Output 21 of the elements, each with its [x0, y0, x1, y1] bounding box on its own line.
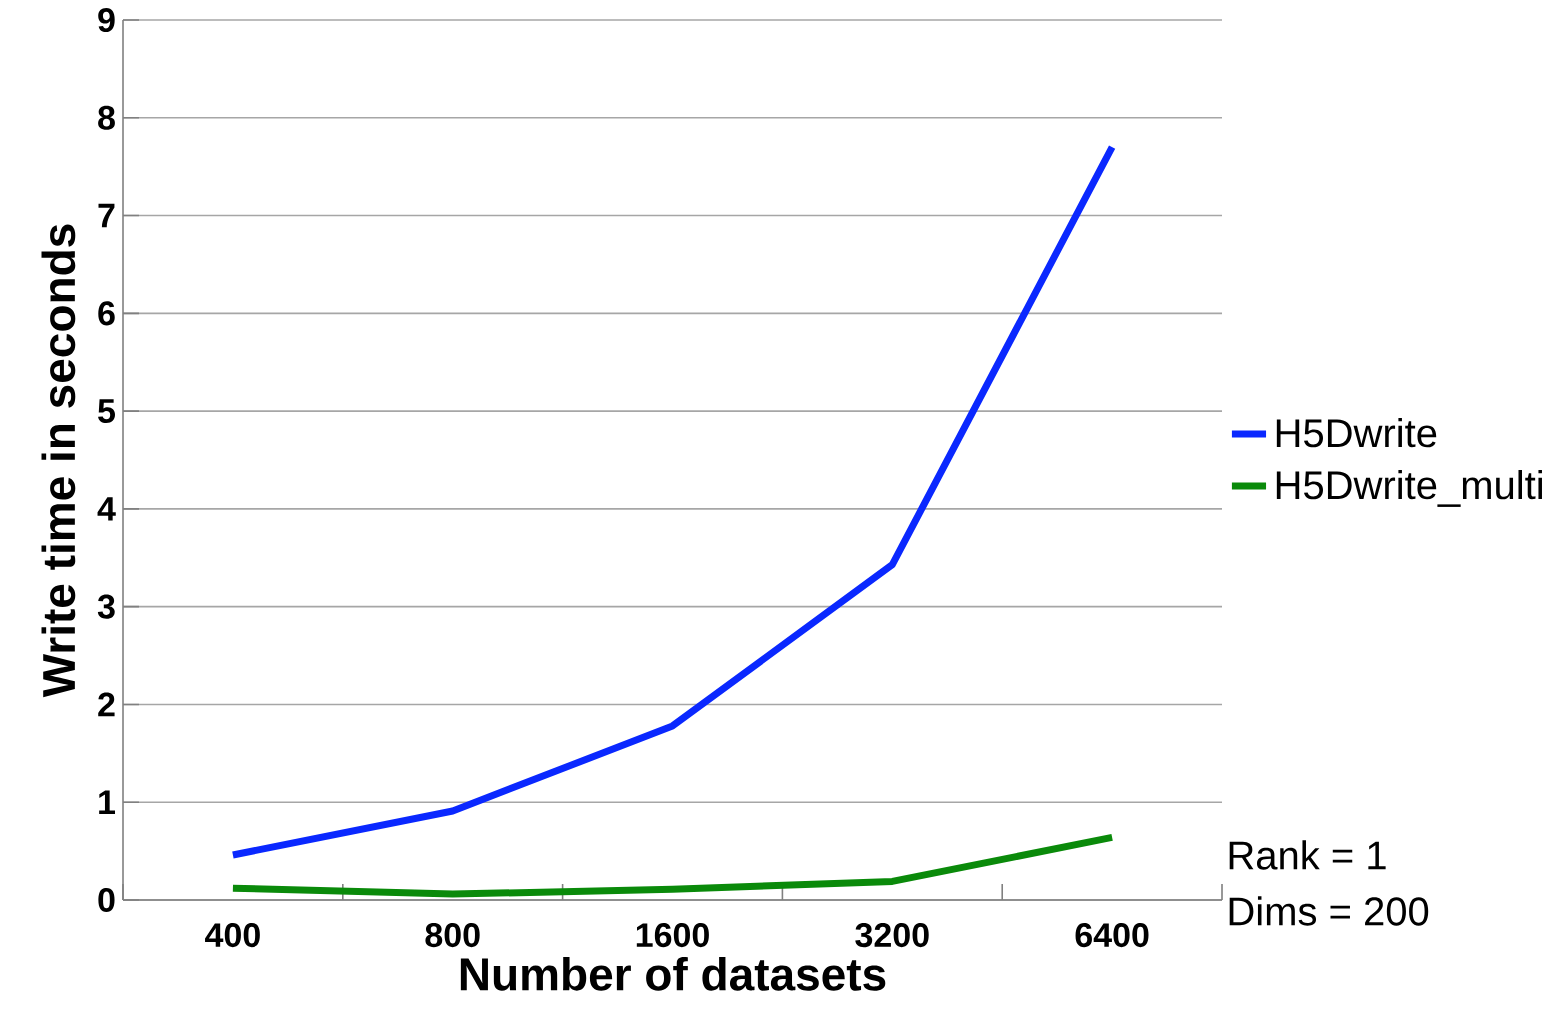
y-tick-label: 9 — [98, 7, 115, 33]
y-tick-label: 6 — [98, 301, 115, 326]
y-tick-label: 7 — [98, 203, 115, 228]
legend-label: H5Dwrite_multi — [1276, 470, 1542, 507]
x-tick-label: 3200 — [855, 923, 929, 948]
y-tick-label: 3 — [97, 594, 115, 619]
text: Rank = 1 — [1229, 840, 1386, 870]
x-tick-label: 800 — [425, 923, 480, 948]
y-tick-label: 0 — [98, 887, 115, 913]
y-tick-label: 8 — [98, 105, 115, 130]
x-axis-title: Number of datasets — [460, 956, 886, 991]
y-tick-label: 5 — [98, 399, 116, 423]
x-tick-label: 6400 — [1075, 923, 1149, 948]
y-tick-label: 4 — [97, 497, 116, 521]
x-tick-label: 1600 — [636, 923, 709, 948]
x-tick-label: 400 — [205, 923, 260, 948]
y-axis-title: Write time in seconds — [41, 224, 76, 698]
legend-label: H5Dwrite — [1276, 418, 1437, 448]
text: Dims = 200 — [1229, 896, 1429, 926]
y-tick-label: 2 — [98, 692, 115, 717]
y-tick-label: 1 — [99, 790, 116, 814]
